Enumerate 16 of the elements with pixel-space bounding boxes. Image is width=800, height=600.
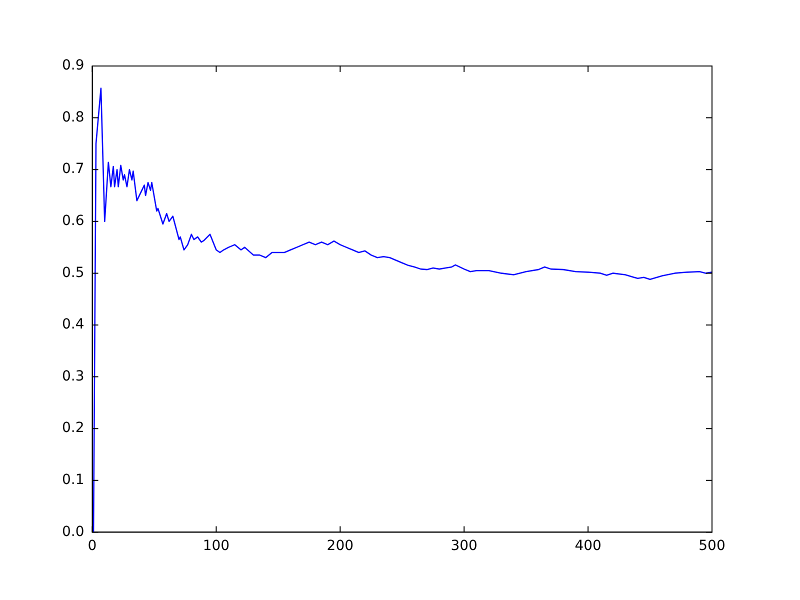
x-tick-label: 500 (698, 538, 726, 554)
y-tick-label: 0.9 (62, 58, 84, 74)
x-tick-label: 300 (450, 538, 478, 554)
y-tick-label: 0.5 (62, 264, 84, 281)
x-tick-label: 200 (326, 538, 354, 554)
y-tick-label: 0.1 (62, 472, 84, 488)
y-tick-label: 0.7 (62, 161, 84, 178)
x-tick-label: 400 (574, 538, 602, 554)
y-tick-label: 0.8 (62, 109, 84, 126)
y-tick-label: 0.0 (62, 524, 84, 540)
y-tick-label: 0.3 (62, 368, 84, 384)
x-tick-label: 0 (88, 538, 97, 554)
y-tick-label: 0.6 (62, 213, 84, 230)
y-tick-label: 0.2 (62, 420, 84, 436)
x-tick-label: 100 (202, 538, 230, 554)
y-tick-label: 0.4 (62, 316, 84, 333)
